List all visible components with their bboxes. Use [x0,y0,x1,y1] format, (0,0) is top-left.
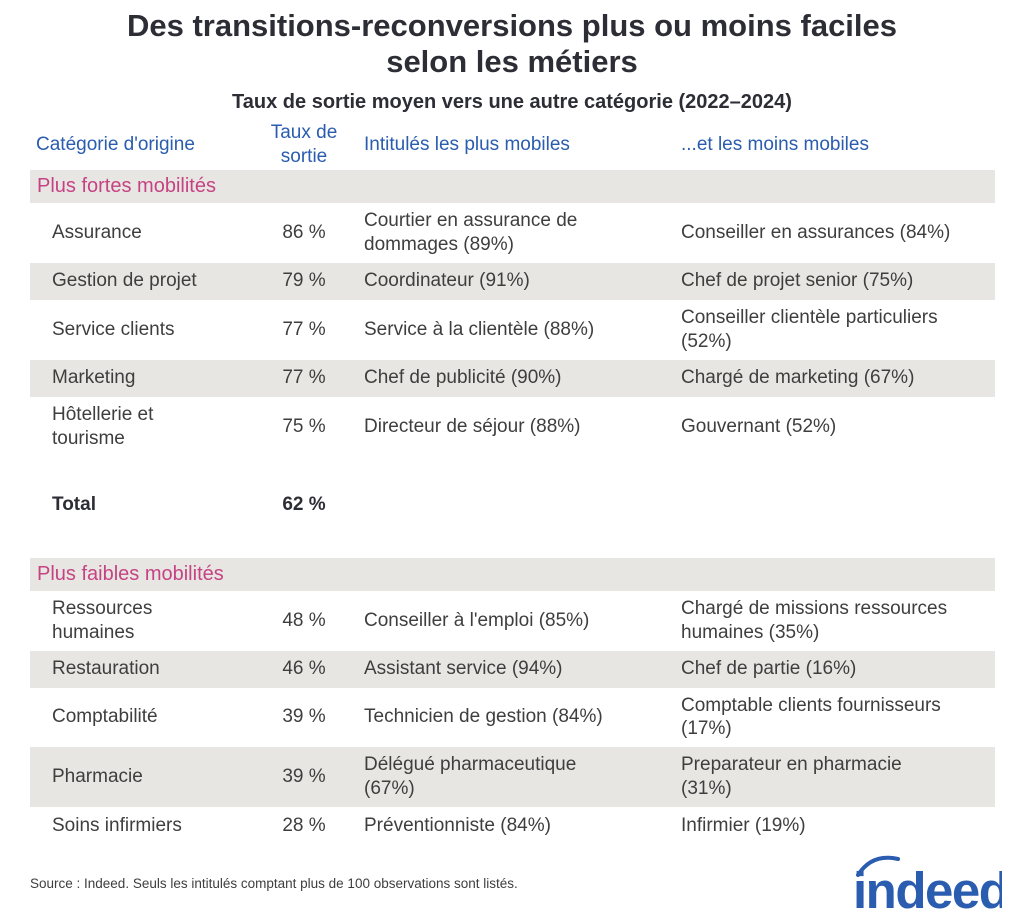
table-row: Pharmacie 39 % Délégué pharmaceutique (6… [30,747,995,808]
cell-origin: Restauration [52,658,160,680]
cell-origin: Service clients [52,318,175,340]
table-row: Marketing 77 % Chef de publicité (90%) C… [30,359,995,397]
column-header-most-mobile: Intitulés les plus mobiles [364,134,570,156]
section-header-low-mobility: Plus faibles mobilités [30,557,995,591]
cell-rate: 28 % [282,814,326,836]
cell-origin: Hôtellerie et tourisme [52,403,154,449]
cell-origin: Assurance [52,221,142,243]
cell-most-mobile: Coordinateur (91%) [364,270,530,292]
indeed-logo: indeed [853,855,1002,916]
cell-most-mobile: Directeur de séjour (88%) [364,415,581,437]
total-label: Total [52,494,96,516]
cell-origin: Soins infirmiers [52,814,182,836]
column-header-rate: Taux de sortie [270,122,338,167]
cell-most-mobile: Délégué pharmaceutique (67%) [364,754,577,800]
cell-least-mobile: Preparateur en pharmacie (31%) [681,754,902,800]
cell-most-mobile: Conseiller à l'emploi (85%) [364,609,590,631]
cell-rate: 39 % [282,706,326,728]
cell-most-mobile: Courtier en assurance de dommages (89%) [364,210,578,255]
cell-rate: 46 % [282,658,326,680]
cell-least-mobile: Gouvernant (52%) [681,415,837,437]
cell-least-mobile: Infirmier (19%) [681,814,806,836]
cell-least-mobile: Conseiller clientèle particuliers (52%) [681,306,938,352]
cell-origin: Ressources humaines [52,597,153,643]
cell-least-mobile: Chef de partie (16%) [681,658,857,680]
cell-most-mobile: Assistant service (94%) [364,658,563,680]
cell-rate: 77 % [282,367,326,389]
cell-most-mobile: Service à la clientèle (88%) [364,318,595,340]
logo-wordmark: indeed [853,862,1002,916]
cell-rate: 79 % [282,270,326,292]
cell-least-mobile: Chargé de missions ressources humaines (… [681,597,948,643]
table-row: Restauration 46 % Assistant service (94%… [30,650,995,688]
cell-rate: 86 % [282,221,326,243]
logo-swoosh-icon [856,855,900,877]
cell-rate: 39 % [282,766,326,788]
table-row: Gestion de projet 79 % Coordinateur (91%… [30,262,995,300]
cell-most-mobile: Préventionniste (84%) [364,814,551,836]
table-row: Ressources humaines 48 % Conseiller à l'… [30,591,995,651]
cell-origin: Gestion de projet [52,270,197,292]
transitions-table: Catégorie d'origine Taux de sortie Intit… [30,120,995,844]
total-rate: 62 % [282,494,326,516]
table-header-row: Catégorie d'origine Taux de sortie Intit… [30,120,995,170]
cell-least-mobile: Chargé de marketing (67%) [681,367,915,389]
cell-most-mobile: Technicien de gestion (84%) [364,706,603,728]
table-row: Service clients 77 % Service à la client… [30,300,995,360]
page-subtitle: Taux de sortie moyen vers une autre caté… [232,90,792,113]
cell-least-mobile: Chef de projet senior (75%) [681,270,914,292]
cell-origin: Comptabilité [52,706,158,728]
page-title: Des transitions-reconversions plus ou mo… [126,8,898,79]
column-header-origin: Catégorie d'origine [36,134,195,156]
section-header-high-mobility: Plus fortes mobilités [30,170,995,203]
table-row: Assurance 86 % Courtier en assurance de … [30,203,995,263]
table-row: Soins infirmiers 28 % Préventionniste (8… [30,807,995,844]
table-row: Comptabilité 39 % Technicien de gestion … [30,688,995,748]
column-header-least-mobile: ...et les moins mobiles [681,134,869,156]
total-row: Total 62 % [30,489,995,522]
table-row: Hôtellerie et tourisme 75 % Directeur de… [30,397,995,457]
cell-rate: 77 % [282,318,326,340]
cell-origin: Pharmacie [52,766,143,788]
cell-rate: 75 % [282,415,326,437]
cell-most-mobile: Chef de publicité (90%) [364,367,562,389]
source-note: Source : Indeed. Seuls les intitulés com… [30,876,518,891]
cell-origin: Marketing [52,367,136,389]
cell-least-mobile: Conseiller en assurances (84%) [681,221,951,243]
cell-least-mobile: Comptable clients fournisseurs (17%) [681,694,941,740]
cell-rate: 48 % [282,609,326,631]
